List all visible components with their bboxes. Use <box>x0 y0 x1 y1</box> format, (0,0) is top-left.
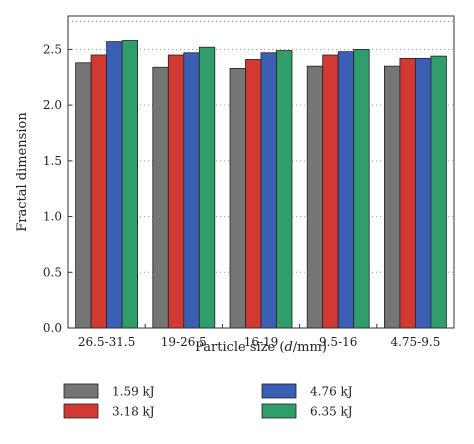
bar <box>414 57 432 329</box>
bar <box>167 54 185 329</box>
y-tick-label: 0.5 <box>43 265 62 279</box>
x-tick-label: 16-19 <box>244 335 279 349</box>
x-tick-label: 26.5-31.5 <box>78 335 136 349</box>
x-axis-title-prefix: Particle size ( <box>195 340 284 355</box>
x-tick-label: 9.5-16 <box>319 335 357 349</box>
bar <box>353 49 370 329</box>
bar <box>322 54 339 329</box>
bar <box>276 50 293 329</box>
y-axis: 0.0 0.5 1.0 1.5 2.0 2.5 <box>43 42 72 335</box>
legend-swatch <box>63 383 99 399</box>
y-tick-label: 1.0 <box>43 210 62 224</box>
bar <box>152 66 169 329</box>
legend-swatch <box>261 383 297 399</box>
x-tick-label: 4.75-9.5 <box>390 335 440 349</box>
plot-frame <box>67 15 455 329</box>
bar <box>399 57 416 329</box>
y-tick-label: 2.5 <box>43 42 62 56</box>
bar <box>337 51 355 329</box>
bar <box>245 59 262 329</box>
bar <box>229 67 246 329</box>
x-axis-title: Particle size (d/mm) <box>195 340 327 355</box>
legend-swatch <box>63 403 99 419</box>
bar <box>90 54 107 329</box>
bar <box>183 52 200 329</box>
legend-label: 6.35 kJ <box>310 405 353 419</box>
y-tick-label: 1.5 <box>43 154 62 168</box>
bar <box>106 41 123 329</box>
legend: 1.59 kJ 4.76 kJ 3.18 kJ 6.35 kJ <box>63 383 353 419</box>
bar <box>198 46 216 329</box>
bar <box>121 40 138 329</box>
x-axis-title-suffix: /mm) <box>293 340 327 355</box>
bar <box>75 62 92 329</box>
y-tick-label: 2.0 <box>43 98 62 112</box>
bar <box>260 52 277 329</box>
legend-label: 3.18 kJ <box>112 405 155 419</box>
x-axis-title-symbol: d <box>284 340 292 355</box>
bar <box>430 55 447 329</box>
bar <box>383 65 401 329</box>
x-tick-label: 19-26.5 <box>161 335 207 349</box>
x-axis: 26.5-31.5 19-26.5 16-19 9.5-16 4.75-9.5 <box>78 324 440 349</box>
bar <box>306 65 324 329</box>
bars <box>75 40 447 329</box>
legend-swatch <box>261 403 297 419</box>
legend-label: 4.76 kJ <box>310 385 353 399</box>
legend-label: 1.59 kJ <box>112 385 155 399</box>
y-axis-title: Fractal dimension <box>15 112 30 232</box>
y-tick-label: 0.0 <box>43 321 62 335</box>
